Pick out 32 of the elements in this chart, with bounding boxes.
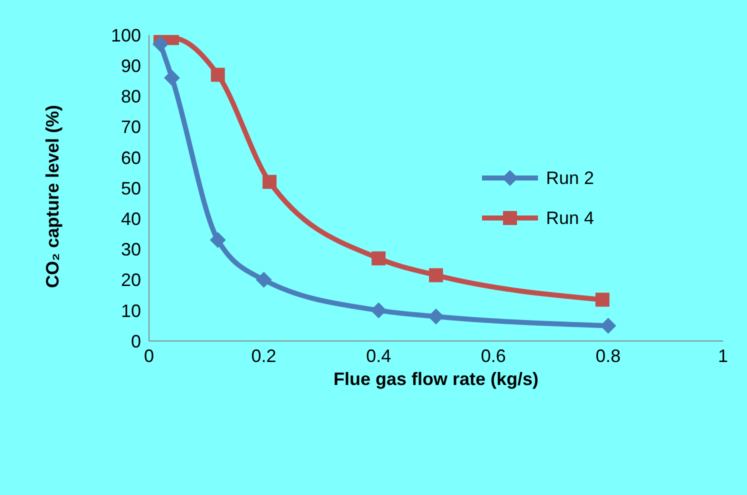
y-tick-label: 20 (120, 270, 141, 290)
y-tick-label: 80 (120, 86, 141, 107)
x-tick-label: 0.6 (480, 346, 506, 366)
point (256, 272, 272, 288)
point (152, 36, 168, 52)
y-tick-label: 30 (120, 240, 141, 260)
y-tick-label: 10 (120, 300, 141, 321)
x-tick-label: 1 (718, 346, 728, 366)
point (372, 251, 386, 266)
point (210, 68, 225, 82)
y-tick-label: 60 (120, 148, 141, 168)
point (164, 70, 180, 86)
y-tick-label: 40 (120, 208, 141, 229)
x-axis-title: Flue gas flow rate (kg/s) (333, 369, 539, 389)
y-tick-label: 70 (120, 117, 141, 138)
x-tick-label: 0.8 (596, 346, 621, 366)
y-axis-title: CO₂ capture level (%) (42, 104, 62, 288)
x-tick-label: 0.4 (366, 346, 392, 366)
y-tick-label: 100 (110, 25, 141, 46)
x-tick-label: 0.2 (251, 346, 276, 366)
point (262, 174, 277, 189)
y-tick-label: 0 (130, 331, 141, 352)
legend-label: Run 4 (546, 208, 594, 228)
point (370, 302, 387, 318)
point (428, 308, 444, 325)
point (429, 268, 443, 282)
y-tick-label: 90 (120, 56, 141, 76)
point (595, 292, 610, 307)
legend-label: Run 2 (546, 168, 594, 188)
x-tick-label: 0 (144, 346, 154, 366)
y-tick-label: 50 (120, 178, 141, 198)
point (210, 232, 226, 248)
